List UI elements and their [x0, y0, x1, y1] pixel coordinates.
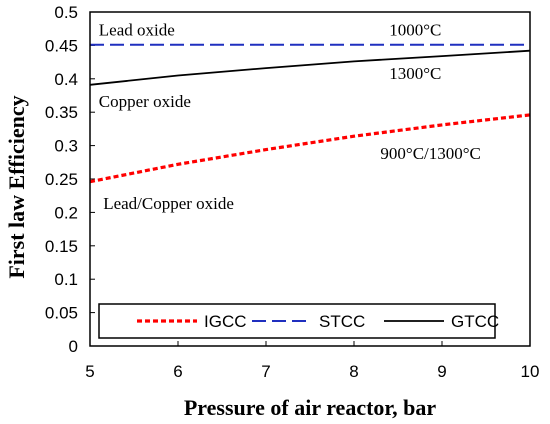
legend-label-gtcc: GTCC — [451, 312, 499, 331]
y-tick-label: 0.1 — [54, 270, 78, 289]
x-tick-label: 10 — [521, 362, 540, 381]
series-line-gtcc — [89, 49, 531, 86]
series-lines — [89, 43, 531, 184]
y-tick-label: 0.3 — [54, 137, 78, 156]
y-axis-ticks: 0 0.05 0.1 0.15 0.2 0.25 0.3 0.35 0.4 0.45 0.5 — [45, 3, 95, 356]
x-tick-label: 9 — [437, 362, 446, 381]
annotation-label: 1000°C — [389, 20, 441, 39]
y-tick-label: 0 — [69, 337, 78, 356]
x-axis-title: Pressure of air reactor, bar — [184, 395, 437, 420]
y-tick-label: 0.05 — [45, 304, 78, 323]
annotations: Lead oxide 1000°C 1300°C Copper oxide 900°C/… — [99, 20, 481, 213]
x-axis-ticks: 5 6 7 8 9 10 — [85, 341, 539, 381]
plot-area-frame — [89, 11, 531, 347]
annotation-label: 900°C/1300°C — [380, 144, 481, 163]
y-tick-label: 0.45 — [45, 36, 78, 55]
y-axis-title: First law Efficiency — [4, 95, 29, 278]
x-tick-label: 5 — [85, 362, 94, 381]
y-tick-label: 0.4 — [54, 70, 78, 89]
annotation-label: Copper oxide — [99, 92, 191, 111]
annotation-label: Lead/Copper oxide — [103, 194, 234, 213]
annotation-label: 1300°C — [389, 64, 441, 83]
x-tick-label: 7 — [261, 362, 270, 381]
y-tick-label: 0.25 — [45, 170, 78, 189]
y-tick-label: 0.35 — [45, 103, 78, 122]
x-tick-label: 6 — [173, 362, 182, 381]
y-tick-label: 0.5 — [54, 3, 78, 22]
legend: IGCC STCC GTCC — [98, 303, 499, 339]
annotation-label: Lead oxide — [99, 20, 175, 39]
y-tick-label: 0.15 — [45, 237, 78, 256]
x-tick-label: 8 — [349, 362, 358, 381]
y-tick-label: 0.2 — [54, 203, 78, 222]
legend-label-igcc: IGCC — [204, 312, 247, 331]
series-line-igcc — [89, 113, 531, 184]
legend-label-stcc: STCC — [319, 312, 365, 331]
